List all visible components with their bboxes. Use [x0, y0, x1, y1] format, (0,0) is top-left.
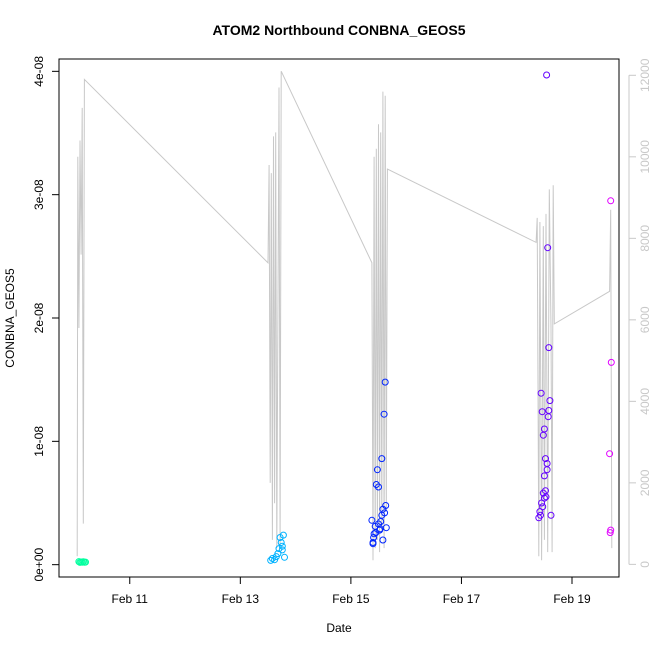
data-point-2-21 [381, 509, 389, 517]
data-point-3-8 [544, 244, 552, 252]
data-point-3-22 [545, 407, 553, 414]
right-tick-label-4: 8000 [638, 225, 650, 252]
data-point-2-17 [375, 520, 382, 528]
y-tick-label-2: 2e-08 [32, 302, 46, 333]
data-point-3-19 [542, 487, 549, 495]
y-tick-label-0: 0e+00 [32, 547, 46, 581]
y-tick-label-1: 1e-08 [32, 426, 46, 457]
data-point-2-22 [369, 539, 377, 546]
right-tick-label-2: 4000 [638, 388, 650, 415]
data-point-1-0 [267, 556, 275, 564]
data-point-3-21 [537, 511, 544, 519]
right-tick-label-1: 2000 [638, 469, 650, 496]
data-point-3-10 [546, 397, 554, 405]
data-point-2-1 [370, 530, 378, 538]
data-point-3-23 [540, 494, 548, 502]
data-point-3-18 [539, 503, 547, 511]
data-point-1-11 [278, 546, 286, 554]
x-tick-label-1: Feb 13 [222, 592, 260, 606]
altitude-line [76, 70, 613, 561]
data-point-3-7 [543, 71, 551, 79]
y-axis-label: CONBNA_GEOS5 [3, 268, 17, 368]
data-point-2-16 [372, 529, 380, 537]
data-point-4-1 [607, 358, 615, 366]
x-tick-label-2: Feb 15 [332, 592, 370, 606]
data-point-2-11 [381, 378, 389, 386]
data-point-2-4 [373, 466, 381, 474]
data-point-2-14 [368, 516, 376, 524]
y-tick-label-4: 4e-08 [32, 56, 46, 87]
data-point-2-18 [376, 525, 384, 533]
data-point-4-4 [606, 529, 614, 537]
right-tick-label-3: 6000 [638, 306, 650, 333]
right-tick-label-5: 10000 [638, 140, 650, 174]
y-tick-label-3: 3e-08 [32, 179, 46, 210]
data-point-2-5 [375, 483, 382, 491]
data-point-3-3 [538, 408, 546, 416]
data-point-3-9 [545, 344, 553, 352]
x-tick-label-3: Feb 17 [443, 592, 481, 606]
data-point-1-9 [279, 531, 287, 539]
right-tick-label-6: 12000 [638, 58, 650, 92]
data-point-1-8 [278, 542, 286, 550]
data-point-2-10 [380, 410, 388, 418]
data-point-2-20 [379, 536, 387, 544]
data-point-4-2 [606, 450, 614, 458]
data-point-3-20 [543, 466, 551, 474]
data-point-3-13 [540, 425, 548, 433]
x-tick-label-0: Feb 11 [112, 592, 149, 606]
right-tick-label-0: 0 [638, 561, 650, 568]
data-point-4-0 [607, 197, 615, 205]
data-point-3-2 [537, 389, 545, 397]
data-point-1-10 [281, 553, 288, 561]
x-axis-label: Date [326, 621, 352, 635]
data-point-3-5 [540, 472, 548, 480]
data-point-2-8 [378, 455, 386, 463]
data-point-1-4 [274, 550, 282, 558]
x-tick-label-4: Feb 19 [553, 592, 591, 606]
chart-title: ATOM2 Northbound CONBNA_GEOS5 [212, 22, 465, 38]
data-point-0-6 [82, 558, 89, 566]
plot-layer: Feb 11 Feb 13 Feb 15 Feb 17 Feb 19 0e+00 1e-08… [32, 56, 650, 606]
data-point-3-11 [547, 511, 555, 519]
data-point-3-6 [542, 455, 549, 463]
data-point-1-7 [277, 539, 285, 546]
data-point-2-12 [382, 502, 390, 509]
data-point-4-3 [607, 526, 615, 534]
